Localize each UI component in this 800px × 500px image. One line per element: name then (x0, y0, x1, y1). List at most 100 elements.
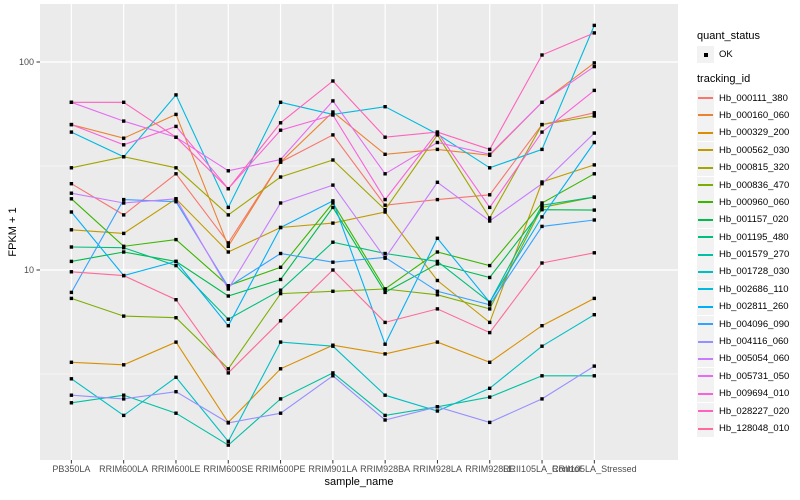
legend-item-tracking: Hb_009694_010 (697, 385, 799, 403)
data-point (331, 260, 335, 264)
legend-tracking-id-items: Hb_000111_380 Hb_000160_060 Hb_000329_200 H… (697, 89, 799, 437)
data-point (122, 155, 126, 159)
data-point (488, 275, 492, 280)
data-point (278, 201, 283, 205)
data-point (226, 250, 230, 254)
data-point (331, 110, 335, 114)
data-point (488, 330, 492, 335)
data-point (174, 166, 178, 170)
legend-item-tracking: Hb_000815_320 (697, 159, 799, 177)
legend-label: Hb_001157_020 (719, 214, 789, 226)
data-point (278, 225, 283, 230)
data-point (540, 397, 544, 401)
data-point (435, 278, 440, 283)
data-point (592, 114, 596, 118)
data-point (122, 201, 126, 205)
data-point (331, 113, 335, 117)
data-point (331, 183, 335, 187)
data-point (331, 268, 335, 272)
legend-label: Hb_002686_110 (719, 283, 789, 295)
data-point (488, 303, 492, 307)
legend-label: Hb_000815_320 (719, 162, 790, 174)
legend-line-icon (698, 410, 713, 413)
data-point (592, 163, 596, 167)
data-point (488, 263, 492, 268)
data-point (383, 197, 387, 202)
data-point (69, 270, 74, 274)
data-point (174, 298, 178, 302)
legend-line-icon (698, 427, 713, 430)
data-point (383, 320, 387, 325)
data-point (174, 112, 178, 117)
data-point (592, 364, 596, 368)
data-point (122, 119, 126, 123)
data-point (278, 175, 283, 179)
legend-item-tracking: Hb_001579_270 (697, 246, 799, 264)
x-tick-label: RRIM600SE (203, 464, 254, 474)
legend-key-swatch (697, 263, 714, 281)
data-point (435, 250, 440, 254)
data-point (488, 147, 492, 152)
data-point (540, 344, 544, 348)
data-point (174, 411, 178, 415)
data-point (540, 203, 544, 207)
legend-line-icon (698, 357, 713, 360)
data-point (331, 158, 335, 162)
legend-line-icon (698, 184, 713, 187)
data-point (174, 197, 178, 201)
data-point (592, 296, 596, 301)
data-point (592, 88, 596, 93)
data-point (540, 182, 544, 186)
data-point (174, 172, 178, 176)
legend-item-tracking: Hb_001157_020 (697, 211, 799, 229)
data-point (174, 93, 178, 97)
legend-key-swatch (697, 315, 714, 333)
legend-item-ok: OK (697, 46, 799, 64)
data-point (488, 420, 492, 425)
legend-label: Hb_000562_030 (719, 144, 790, 156)
data-point (278, 291, 283, 296)
data-point (278, 100, 283, 104)
legend-label: Hb_028227_020 (719, 405, 790, 417)
x-tick-label: PB350LA (52, 464, 91, 474)
data-point (122, 143, 126, 147)
legend-line-icon (698, 305, 713, 308)
legend-key-swatch (697, 402, 714, 420)
data-point (488, 216, 492, 220)
data-point (174, 135, 178, 139)
legend-item-tracking: Hb_002811_260 (697, 298, 799, 316)
data-point (226, 317, 230, 321)
data-point (69, 228, 74, 232)
data-point (435, 262, 440, 266)
legend-label: Hb_004096_090 (719, 318, 790, 330)
legend-label: Hb_001579_270 (719, 249, 790, 261)
data-point (540, 215, 544, 219)
data-point (592, 131, 596, 135)
legend-item-tracking: Hb_000960_060 (697, 193, 799, 211)
data-point (331, 289, 335, 293)
legend-item-tracking: Hb_001728_030 (697, 263, 799, 281)
legend-item-tracking: Hb_028227_020 (697, 402, 799, 420)
data-point (383, 203, 387, 207)
data-point (435, 259, 440, 264)
data-point (122, 197, 126, 202)
data-point (383, 413, 387, 418)
legend-key-swatch (697, 106, 714, 124)
legend-label: Hb_000111_380 (719, 92, 788, 104)
legend-item-tracking: Hb_000836_470 (697, 176, 799, 194)
legend-key-swatch (697, 280, 714, 298)
data-point (488, 307, 492, 311)
data-point (592, 208, 596, 212)
data-point (435, 130, 440, 134)
x-tick-label: RRII105LA_Stressed (552, 464, 637, 474)
x-tick-label: RRIM928LA (412, 464, 462, 474)
legend-item-tracking: Hb_000562_030 (697, 141, 799, 159)
data-point (226, 285, 230, 289)
legend-key-swatch (697, 193, 714, 211)
data-point (435, 132, 440, 136)
data-point (122, 363, 126, 367)
data-point (122, 246, 126, 250)
data-point (435, 405, 440, 409)
data-point (540, 130, 544, 134)
